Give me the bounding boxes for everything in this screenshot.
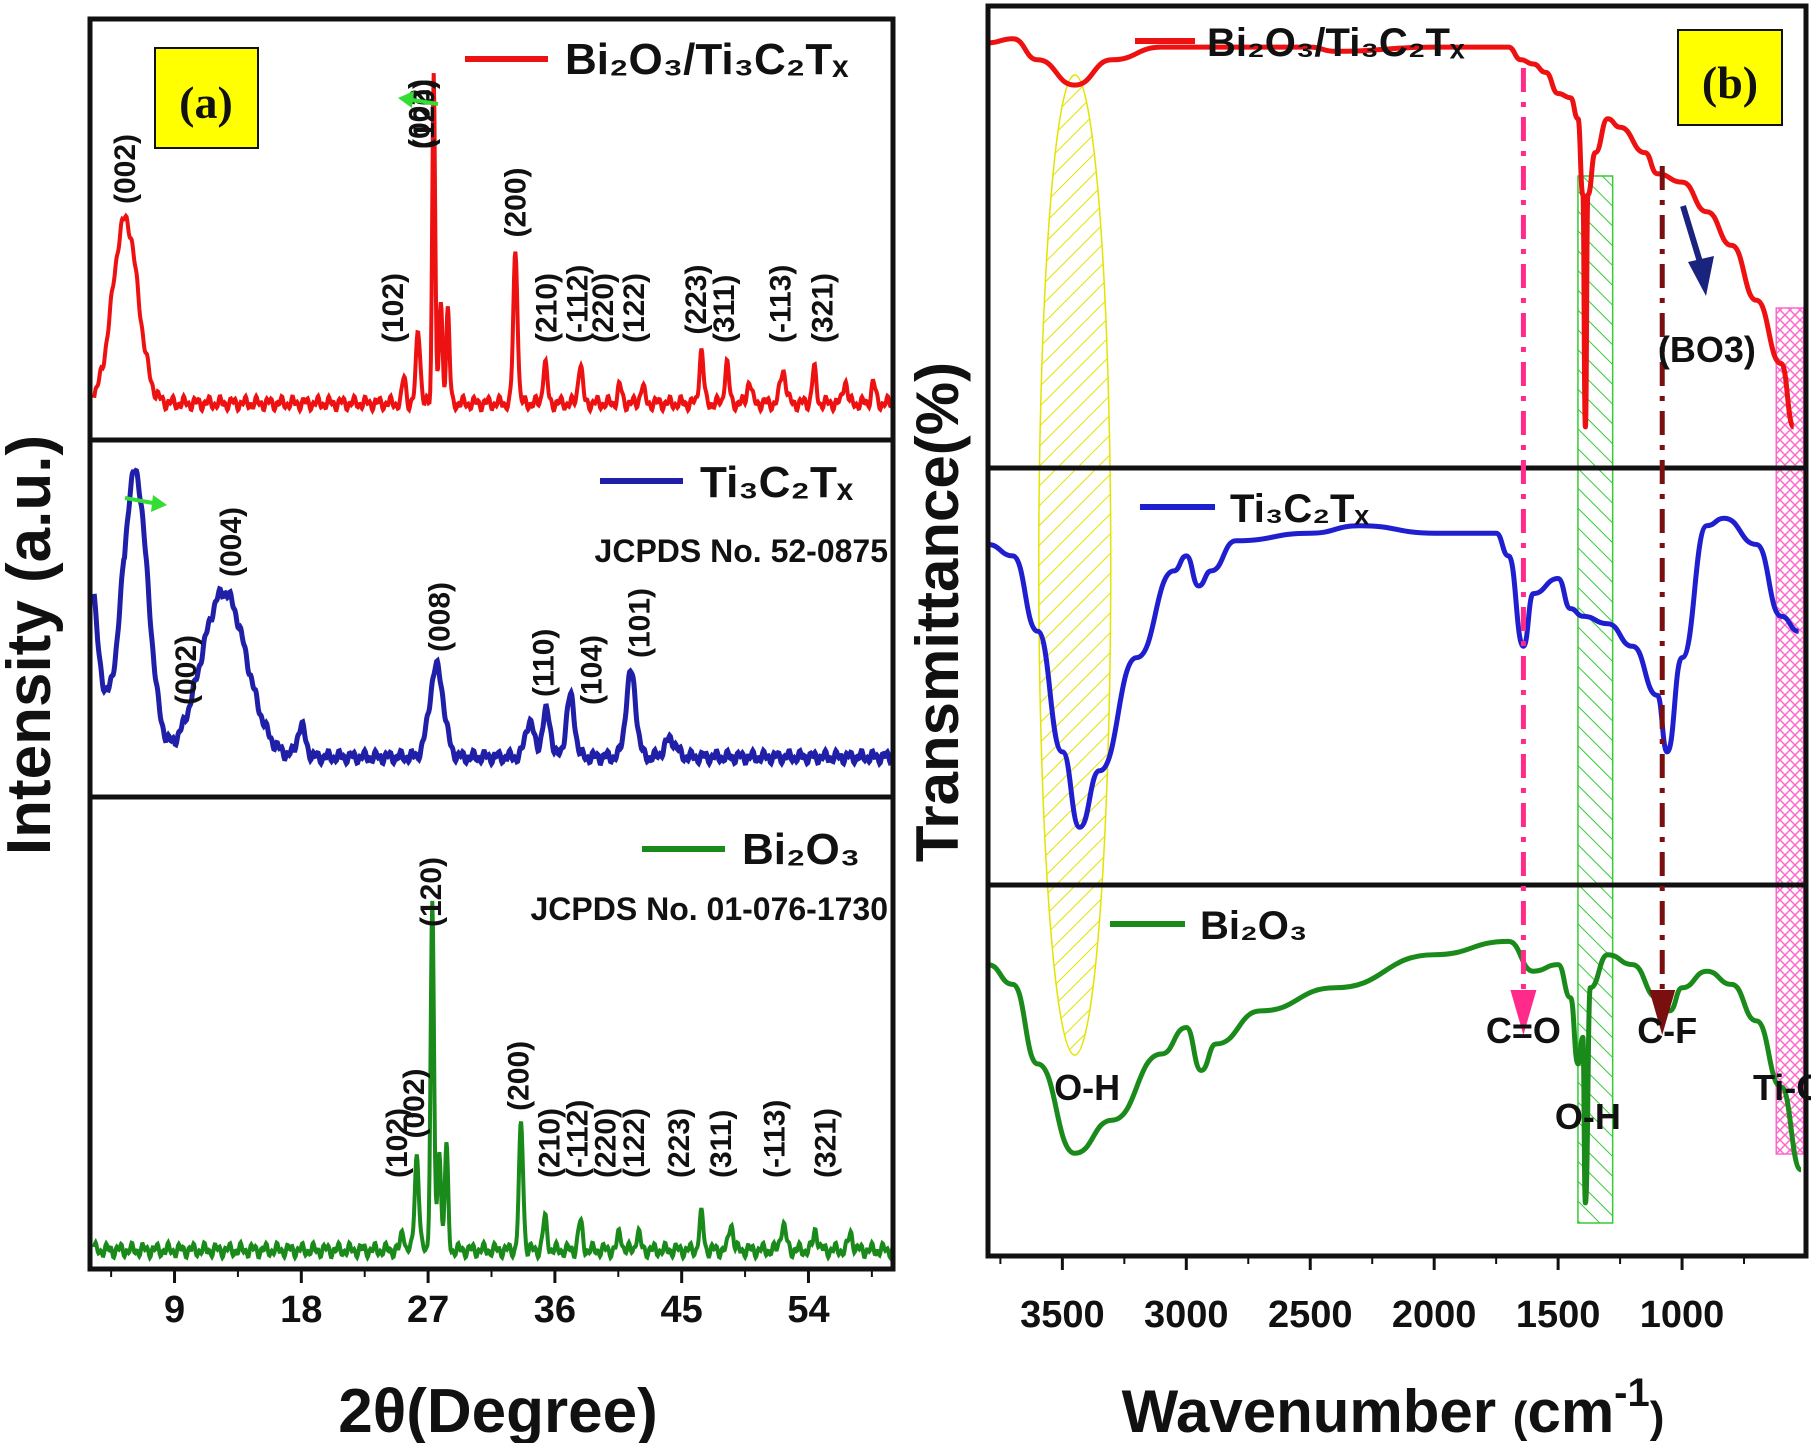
peak-label: (002) xyxy=(404,79,437,149)
x-tick-label-b: 2500 xyxy=(1268,1294,1353,1336)
peak-label: (220) xyxy=(590,1108,623,1178)
legend-b-bi2o3: Bi₂O₃ xyxy=(1110,904,1307,948)
peak-label: (223) xyxy=(680,265,713,335)
jcpds-reference: JCPDS No. 52-0875 xyxy=(595,533,888,569)
series-line-a-0 xyxy=(92,73,895,415)
legend-label: Ti₃C₂Tₓ xyxy=(1230,487,1369,531)
x-tick-label-b: 2000 xyxy=(1392,1294,1477,1336)
legend-label: Bi₂O₃/Ti₃C₂Tₓ xyxy=(565,35,849,84)
peak-label: (120) xyxy=(415,857,448,927)
panel-a-frame xyxy=(87,16,896,1272)
legend-label: Bi₂O₃/Ti₃C₂Tₓ xyxy=(1207,21,1465,65)
peak-label: (-113) xyxy=(759,1100,792,1178)
peak-label: (-112) xyxy=(561,265,594,343)
band-annotation: C-F xyxy=(1637,1010,1697,1051)
legend-a-bi2o3: Bi₂O₃ JCPDS No. 01-076-1730 xyxy=(530,825,888,927)
x-axis-label-b-sup: -1 xyxy=(1614,1371,1650,1415)
series-line-a-2 xyxy=(92,900,895,1263)
peak-label: (002) xyxy=(398,1068,431,1138)
x-tick-label-a: 9 xyxy=(164,1289,185,1331)
x-tick-label-a: 45 xyxy=(661,1289,703,1331)
legend-b-composite: Bi₂O₃/Ti₃C₂Tₓ xyxy=(1135,21,1465,65)
peak-label: (223) xyxy=(663,1108,696,1178)
peak-label: (120) xyxy=(408,79,441,149)
x-tick-label-a: 18 xyxy=(280,1289,322,1331)
x-axis-label-a: 2θ(Degree) xyxy=(338,1377,658,1443)
series-line-b-1 xyxy=(987,515,1800,830)
band-annotation: O-H xyxy=(1555,1096,1621,1137)
peak-label: (-112) xyxy=(561,1100,594,1178)
panel-a-label: (a) xyxy=(179,77,233,128)
shift-arrow-a1 xyxy=(398,91,439,108)
peak-label: (-113) xyxy=(764,265,797,343)
peak-label: (321) xyxy=(809,1108,842,1178)
legend-a-ti3c2tx: Ti₃C₂Tₓ JCPDS No. 52-0875 xyxy=(595,458,888,569)
series-line-b-2 xyxy=(987,938,1804,1206)
panel-b-label-box xyxy=(1677,29,1783,126)
marker-arrowhead xyxy=(1510,990,1537,1035)
peak-label: (004) xyxy=(215,507,248,577)
x-tick-label-a: 27 xyxy=(407,1289,449,1331)
oh-region-ellipse xyxy=(1038,74,1112,1056)
shift-arrow-a2 xyxy=(124,495,167,512)
x-axis-label-b-main: Wavenumber xyxy=(1122,1378,1513,1443)
peak-label: (200) xyxy=(502,1041,535,1111)
peak-label: (311) xyxy=(708,275,741,343)
panel-b-label: (b) xyxy=(1702,57,1758,108)
peak-label: (002) xyxy=(109,134,142,204)
y-axis-label-b: Transmittance(%) xyxy=(904,362,971,862)
peak-label: (102) xyxy=(381,1108,414,1178)
legend-a-composite: Bi₂O₃/Ti₃C₂Tₓ xyxy=(465,35,849,84)
bo3-arrow xyxy=(1680,205,1714,296)
peak-label: (101) xyxy=(623,588,656,658)
legend-label: Bi₂O₃ xyxy=(742,825,860,874)
peak-label: (122) xyxy=(618,1108,651,1178)
peak-label: (220) xyxy=(587,273,620,343)
peak-label: (210) xyxy=(533,1108,566,1178)
x-tick-label-b: 1500 xyxy=(1516,1294,1601,1336)
x-tick-label-a: 54 xyxy=(787,1289,829,1331)
band-annotation: Ti-O xyxy=(1753,1067,1811,1108)
peak-label: (321) xyxy=(807,273,840,343)
y-axis-label-a: Intensity (a.u.) xyxy=(0,435,64,855)
panel-b: 3500 3000 2500 2000 1500 1000 (b) Bi₂O₃/Ti₃C₂… xyxy=(904,3,1811,1443)
panel-a-label-box xyxy=(154,47,259,149)
peak-label: (311) xyxy=(705,1110,738,1178)
peak-label: (002) xyxy=(170,635,203,705)
series-line-b-0 xyxy=(987,36,1797,430)
x-tick-label-b: 1000 xyxy=(1640,1294,1725,1336)
peak-label: (122) xyxy=(618,273,651,343)
panel-b-frame xyxy=(985,3,1809,1259)
x-tick-label-a: 36 xyxy=(534,1289,576,1331)
legend-b-ti3c2tx: Ti₃C₂Tₓ xyxy=(1140,487,1369,531)
x-axis-label-b: Wavenumber (cm-1) xyxy=(1122,1371,1665,1443)
peak-label: (110) xyxy=(528,629,561,697)
peak-label: (104) xyxy=(576,635,609,705)
x-tick-label-b: 3500 xyxy=(1020,1294,1105,1336)
legend-label: Ti₃C₂Tₓ xyxy=(700,458,854,507)
legend-label: Bi₂O₃ xyxy=(1200,904,1307,948)
band-annotation: (BO3) xyxy=(1658,329,1756,370)
tio-region-rect xyxy=(1775,307,1805,1155)
panel-a: (002)(102)(002)(120)(200)(210)(-112)(220… xyxy=(0,16,896,1443)
jcpds-reference: JCPDS No. 01-076-1730 xyxy=(530,891,888,927)
marker-arrowhead xyxy=(1649,990,1676,1035)
peak-label: (210) xyxy=(530,273,563,343)
x-tick-label-b: 3000 xyxy=(1144,1294,1229,1336)
series-line-a-1 xyxy=(91,467,896,769)
x-axis-label-b-unit: cm xyxy=(1527,1378,1614,1443)
peak-label: (200) xyxy=(499,167,532,237)
band-annotation: C=O xyxy=(1486,1010,1561,1051)
peak-label: (008) xyxy=(423,582,456,652)
band-annotation: O-H xyxy=(1054,1067,1120,1108)
peak-label: (102) xyxy=(377,273,410,343)
